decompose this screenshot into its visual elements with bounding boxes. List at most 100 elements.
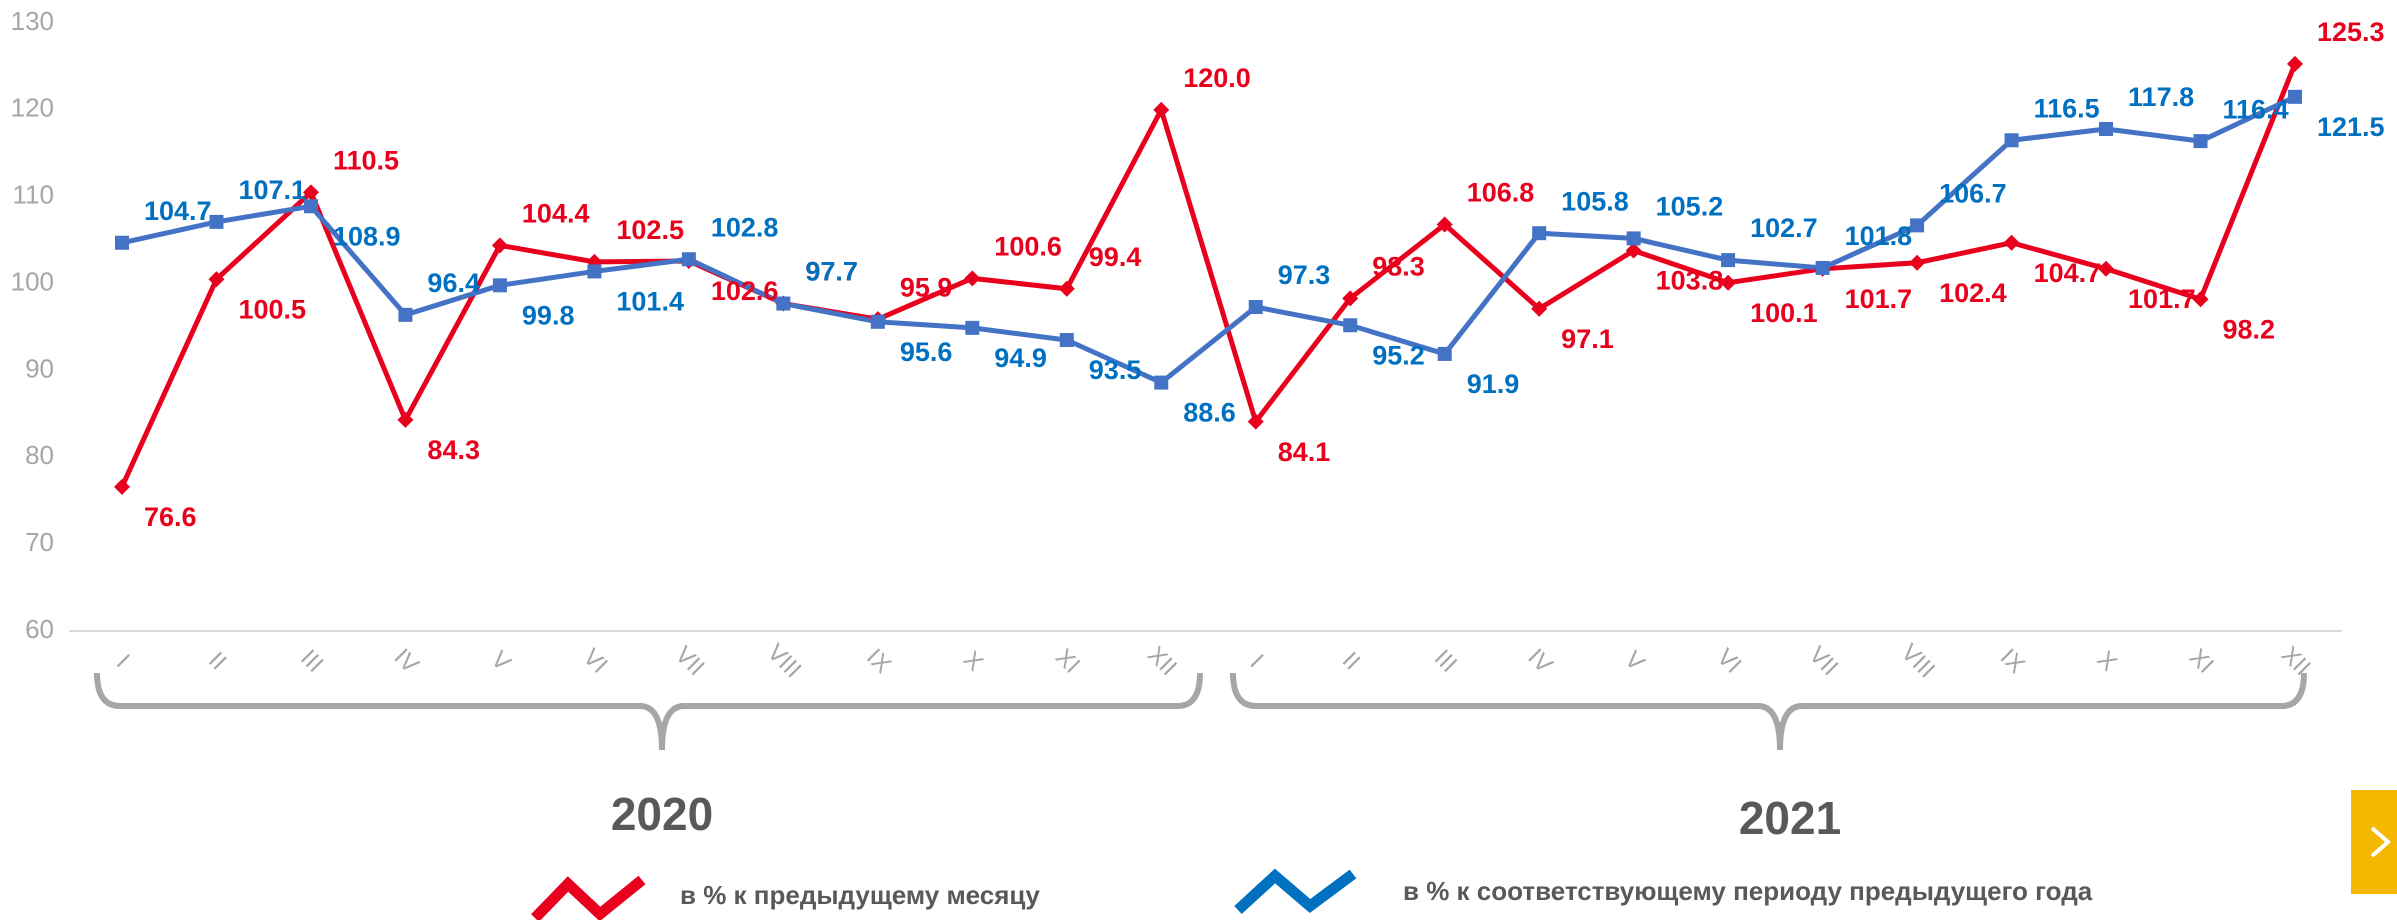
data-label: 120.0 — [1183, 63, 1251, 93]
marker — [1342, 290, 1359, 307]
x-tick-label: XI — [1050, 644, 1085, 679]
marker — [1059, 333, 1074, 348]
data-label: 106.7 — [1939, 179, 2007, 209]
y-tick-label: 110 — [13, 180, 54, 210]
marker — [1626, 231, 1641, 246]
marker — [397, 411, 414, 428]
data-label: 102.4 — [1939, 278, 2007, 308]
year-label: 2020 — [611, 788, 713, 840]
marker — [2004, 133, 2019, 148]
marker — [2288, 89, 2302, 104]
legend-label: в % к предыдущему месяцу — [680, 880, 1040, 910]
marker — [2098, 260, 2115, 277]
x-tick-label: V — [486, 646, 516, 676]
y-tick-label: 120 — [11, 93, 54, 123]
x-tick-label: IX — [1995, 644, 2030, 679]
data-label: 98.2 — [2223, 314, 2276, 344]
x-tick-label: V — [1619, 646, 1649, 676]
series-line — [121, 94, 2297, 386]
data-label: 102.5 — [616, 215, 684, 245]
data-label: 95.9 — [900, 272, 953, 302]
data-label: 84.1 — [1278, 437, 1331, 467]
x-tick-label: VI — [1711, 644, 1746, 679]
marker — [1248, 300, 1263, 315]
marker — [2192, 291, 2209, 308]
data-label: 105.8 — [1561, 186, 1629, 216]
x-tick-label: XI — [2184, 644, 2219, 679]
data-label: 101.8 — [1845, 221, 1913, 251]
x-tick-label: I — [1245, 649, 1269, 673]
x-tick-label: I — [111, 649, 135, 673]
marker — [587, 264, 602, 279]
x-tick-label: IX — [861, 644, 896, 679]
y-tick-label: 130 — [11, 6, 54, 36]
data-label: 106.8 — [1467, 178, 1535, 208]
x-tick-label: II — [1337, 647, 1366, 676]
x-tick-label: XII — [2276, 641, 2316, 681]
marker — [1532, 226, 1547, 241]
legend-icon — [531, 875, 646, 920]
data-label: 108.9 — [333, 221, 401, 251]
marker — [1058, 280, 1075, 297]
data-label: 100.6 — [994, 231, 1062, 261]
x-tick-label: VII — [1804, 641, 1844, 681]
marker — [209, 214, 224, 229]
data-label: 116.4 — [2223, 94, 2289, 124]
x-tick-label: X — [2092, 646, 2122, 676]
marker — [303, 199, 318, 214]
marker — [1437, 346, 1452, 361]
marker — [1436, 216, 1453, 233]
marker — [964, 270, 981, 287]
data-label: 96.4 — [427, 268, 480, 298]
data-label: 99.4 — [1089, 242, 1142, 272]
data-label: 102.8 — [711, 212, 779, 242]
y-tick-label: 80 — [25, 440, 54, 470]
marker — [1247, 413, 1264, 430]
data-label: 104.7 — [2034, 258, 2102, 288]
y-tick-label: 100 — [11, 266, 54, 296]
marker — [2099, 121, 2114, 136]
marker — [491, 237, 508, 254]
legend-label: в % к соответствующему периоду предыдуще… — [1403, 876, 2093, 906]
data-label: 98.3 — [1372, 251, 1425, 281]
data-label: 105.2 — [1656, 192, 1724, 222]
marker — [1625, 242, 1642, 259]
marker — [114, 478, 130, 495]
marker — [115, 235, 129, 250]
data-label: 102.6 — [711, 276, 779, 306]
data-label: 103.8 — [1656, 266, 1724, 296]
year-label: 2021 — [1739, 792, 1841, 844]
marker — [965, 320, 980, 335]
data-label: 91.9 — [1467, 369, 1520, 399]
data-label: 110.5 — [333, 145, 399, 175]
data-label: 95.6 — [900, 337, 953, 367]
marker — [302, 184, 319, 201]
data-label: 107.1 — [238, 175, 306, 205]
x-tick-label: III — [1429, 645, 1462, 678]
x-tick-label: III — [295, 645, 328, 678]
data-label: 99.8 — [522, 300, 575, 330]
marker — [1154, 375, 1169, 390]
marker — [681, 252, 696, 267]
marker — [1909, 254, 1926, 271]
year-brace — [1230, 672, 2307, 751]
y-tick-label: 60 — [25, 614, 54, 644]
data-label: 101.7 — [1845, 284, 1913, 314]
data-label: 104.7 — [144, 196, 212, 226]
data-label: 104.4 — [522, 198, 590, 228]
marker — [208, 271, 225, 288]
x-tick-label: X — [958, 646, 988, 676]
data-label: 121.5 — [2317, 112, 2385, 142]
series-line — [119, 62, 2298, 488]
data-label: 94.9 — [994, 343, 1047, 373]
data-label: 95.2 — [1372, 340, 1425, 370]
year-brace — [94, 672, 1203, 751]
data-label: 88.6 — [1183, 398, 1236, 428]
marker — [1721, 253, 1736, 268]
data-label: 93.5 — [1089, 355, 1142, 385]
marker — [1531, 300, 1548, 317]
data-label: 97.3 — [1278, 260, 1331, 290]
marker — [1153, 101, 1170, 118]
marker — [2003, 234, 2020, 251]
